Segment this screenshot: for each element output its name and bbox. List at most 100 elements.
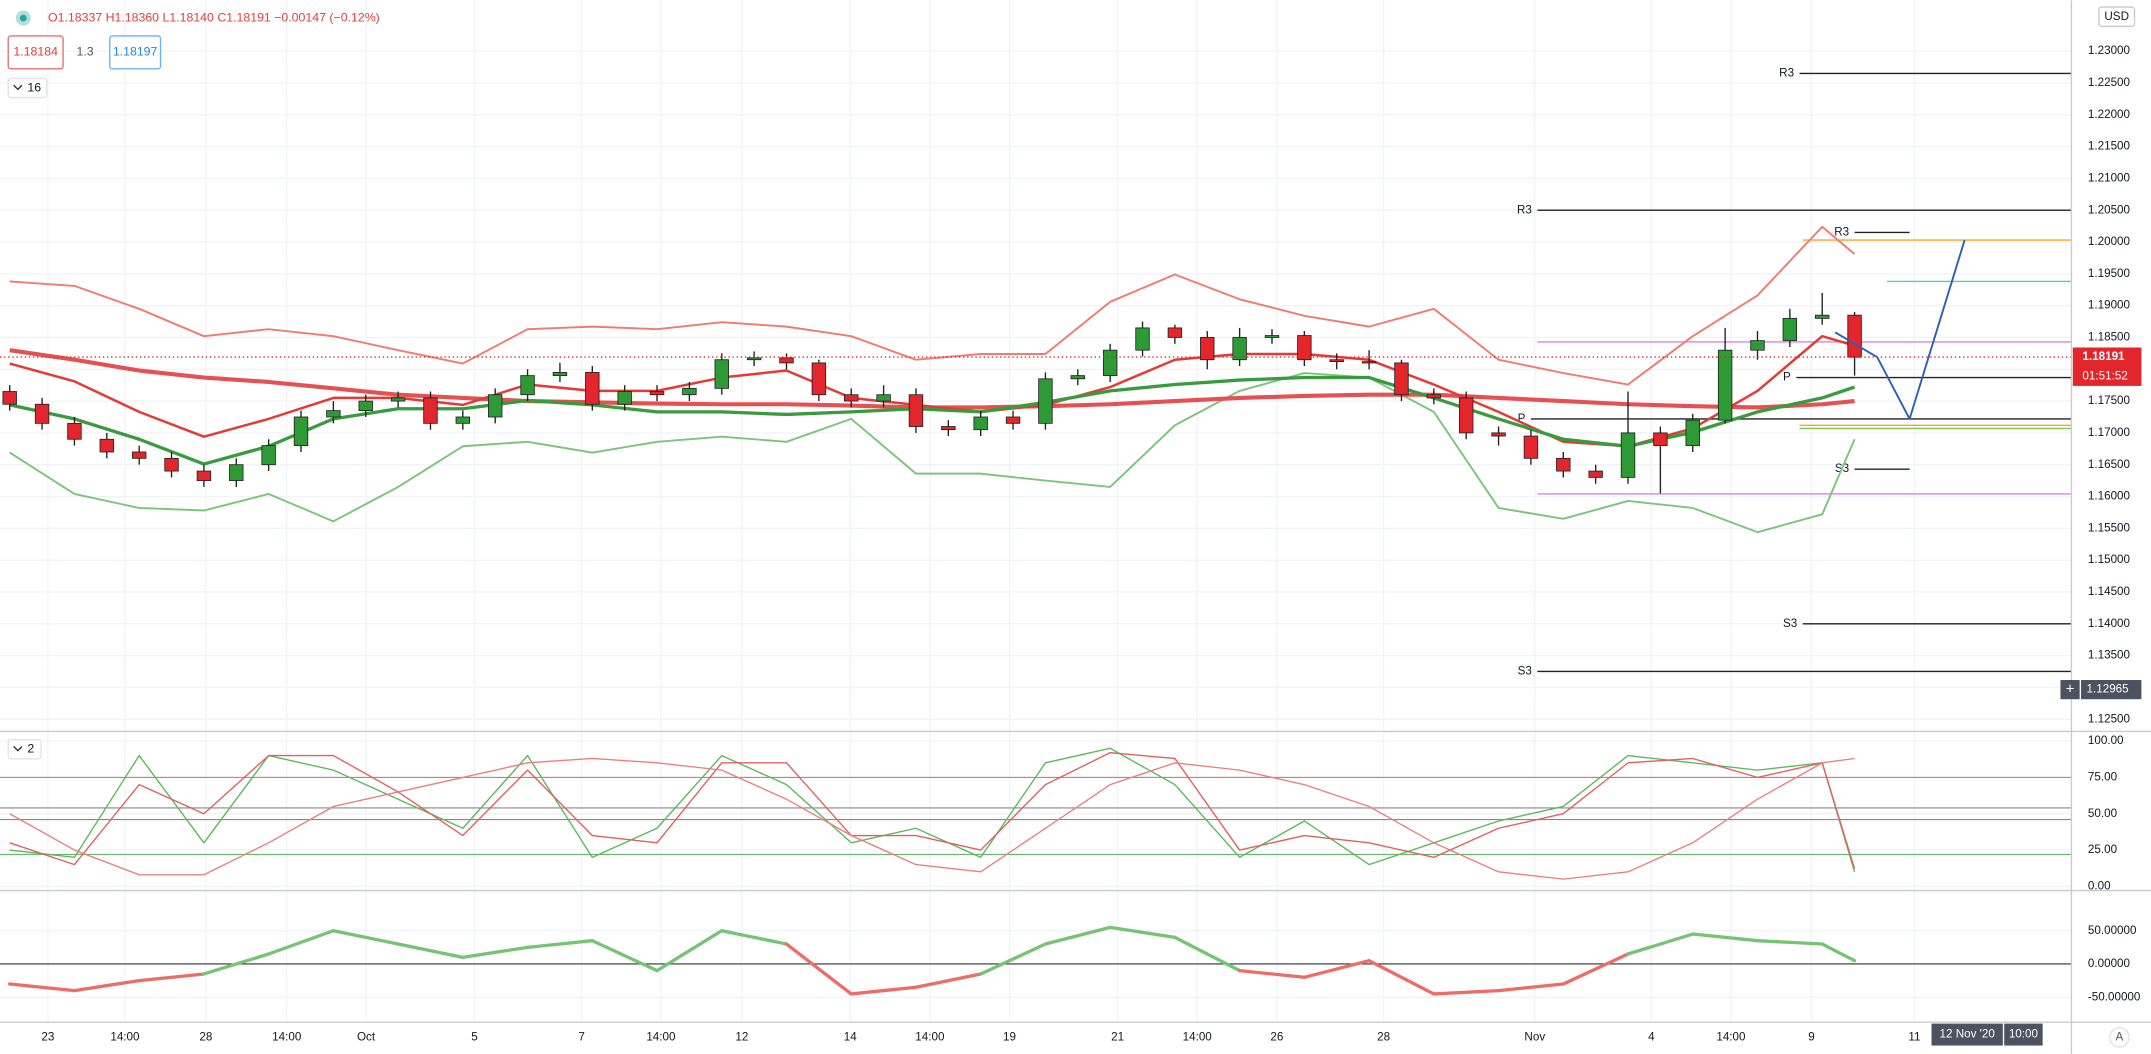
currency-label[interactable]: USD [2104,10,2129,23]
candle-body [1135,327,1150,351]
candle-body [326,410,341,418]
sell-price[interactable]: 1.18184 [13,45,58,59]
momentum-segment [1691,932,1760,943]
momentum-segment [590,939,659,973]
candle-body [714,359,729,389]
level-label: R3 [1517,203,1532,216]
sell-button[interactable] [7,35,64,70]
momentum-segment [202,952,271,976]
y-tick-label: 1.17500 [2088,394,2131,407]
x-tick-label: 4 [1648,1030,1655,1043]
x-tick-label: 14:00 [1716,1030,1746,1043]
y-tick-label: 1.20500 [2088,203,2131,216]
candle-body [876,394,891,402]
candle-body [520,375,535,396]
momentum-segment [655,929,724,973]
momentum-segment [1561,952,1630,986]
candle-body [1167,327,1183,338]
x-tick-label: Nov [1524,1030,1545,1043]
momentum-segment [396,942,465,959]
x-tick-label: Oct [357,1030,376,1043]
y-tick-label: 1.20000 [2088,235,2131,248]
candle-body [552,372,568,377]
candle-body [1685,419,1700,447]
pane-label[interactable]: 2 [27,741,34,755]
momentum-segment [1432,988,1501,996]
x-tick-label: 23 [41,1030,54,1043]
candle-body [1038,378,1053,424]
crosshair-plus [2060,680,2080,700]
crosshair-time-tag [2004,1023,2043,1046]
candle-body [908,394,924,427]
candle-body [1297,335,1312,361]
momentum-segment [1237,968,1307,979]
y-tick-label: 1.14000 [2088,617,2131,630]
momentum-segment [849,985,918,996]
level-label: P [1783,371,1791,384]
candle-body [1653,432,1668,447]
y-tick-label: 1.17000 [2088,426,2131,439]
auto-scale-button[interactable] [2109,1027,2130,1048]
x-tick-label: 14:00 [1183,1030,1213,1043]
y-tick-label: 25.00 [2088,843,2118,856]
candle-body [973,416,988,431]
candle-body [261,445,276,466]
candle-body [131,451,147,459]
level-label: P [1518,412,1526,425]
candle-body [1717,349,1733,421]
momentum-segment [137,972,206,983]
candle-body [1232,337,1247,361]
momentum-segment [525,939,594,949]
candle-body [1102,349,1118,377]
y-tick-label: 75.00 [2088,770,2118,783]
candle-body [1005,416,1021,424]
currency-button[interactable] [2098,6,2136,27]
candle-body [811,362,827,396]
momentum-segment [1173,935,1242,973]
momentum-segment [1367,959,1436,996]
level-label: R3 [1779,66,1794,79]
y-tick-label: 1.13500 [2088,649,2131,662]
level-label: R3 [1834,226,1849,239]
oscillator-line [9,757,1855,880]
candle-body [1620,432,1636,478]
buy-button[interactable] [109,35,162,70]
y-tick-label: 1.21500 [2088,140,2131,153]
crosshair-date-tag [1931,1023,2003,1046]
y-tick-label: 1.23000 [2088,44,2131,57]
crosshair-time-label: 10:00 [2009,1028,2039,1041]
chevron-icon [13,746,23,752]
candle-body [1426,394,1442,399]
pane-toggle[interactable] [7,738,42,760]
candle-body [1070,375,1086,380]
x-tick-label: 14:00 [646,1030,676,1043]
candle-body [1750,340,1765,351]
buy-price[interactable]: 1.18197 [113,45,158,59]
y-tick-label: -50.00000 [2088,990,2141,1003]
candle-body [1588,470,1603,478]
x-tick-label: 14:00 [110,1030,140,1043]
x-tick-label: 14:00 [272,1030,302,1043]
chevron-icon [13,84,23,91]
interval-label[interactable]: 16 [27,80,41,94]
candle-body [390,397,406,402]
y-tick-label: 0.00 [2088,879,2111,892]
candle-body [1523,435,1539,459]
candle-body [293,416,309,447]
indicator-line [9,225,1856,386]
momentum-segment [266,929,336,956]
y-tick-label: 0.00000 [2088,957,2131,970]
momentum-segment [72,978,141,993]
momentum-segment [979,942,1048,976]
spread: 1.3 [76,45,93,59]
momentum-segment [1626,932,1695,956]
candle-body [487,394,503,418]
oscillator-line [9,751,1856,870]
interval-toggle[interactable] [7,77,48,99]
momentum-segment [8,982,77,993]
candle-body [1458,397,1474,434]
auto-scale-label[interactable]: A [2116,1030,2124,1043]
candle-body [99,438,115,453]
y-tick-label: 1.16500 [2088,458,2131,471]
